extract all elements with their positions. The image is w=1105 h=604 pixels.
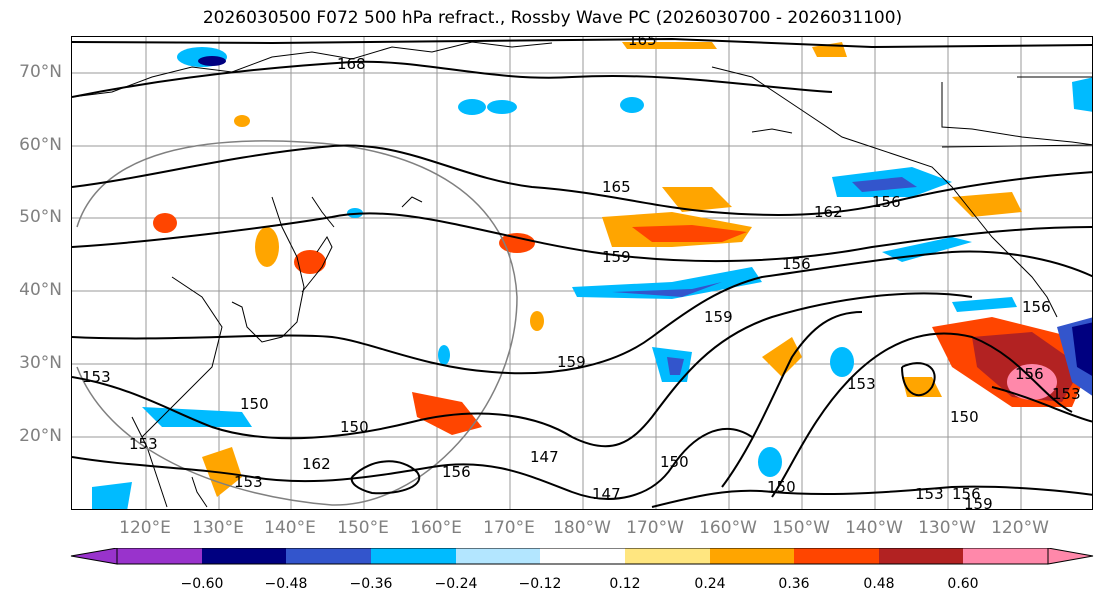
contour-labels: 165 168 165 162 156 159 156 159 159 150 … bbox=[82, 37, 1081, 510]
lon-label-170w: 170°W bbox=[626, 518, 684, 538]
lon-label-150w: 150°W bbox=[772, 518, 830, 538]
contour-label-165-mid: 165 bbox=[602, 178, 631, 196]
contour-label-153-c: 153 bbox=[847, 375, 876, 393]
colorbar-tick: −0.12 bbox=[518, 576, 562, 592]
lon-label-160w: 160°W bbox=[699, 518, 757, 538]
colorbar-tick: 0.36 bbox=[778, 576, 810, 592]
contour-label-159-a: 159 bbox=[602, 248, 631, 266]
contour-label-153-s: 153 bbox=[234, 473, 263, 491]
contour-label-153-w: 153 bbox=[82, 368, 111, 386]
contour-label-168: 168 bbox=[337, 55, 366, 73]
contour-label-159-b: 159 bbox=[704, 308, 733, 326]
contour-label-150-a: 150 bbox=[240, 395, 269, 413]
contour-label-147-b: 147 bbox=[592, 485, 621, 503]
lon-label-180w: 180°W bbox=[553, 518, 611, 538]
contour-label-156-e: 156 bbox=[1015, 365, 1044, 383]
map-panel: 165 168 165 162 156 159 156 159 159 150 … bbox=[71, 36, 1093, 510]
contour-label-150-c: 150 bbox=[660, 453, 689, 471]
contour-label-165-top: 165 bbox=[628, 37, 657, 49]
lon-label-120w: 120°W bbox=[991, 518, 1049, 538]
lon-label-140w: 140°W bbox=[845, 518, 903, 538]
contour-label-153-e: 153 bbox=[1052, 385, 1081, 403]
colorbar-tick: −0.24 bbox=[434, 576, 478, 592]
colorbar-min-extend bbox=[70, 548, 118, 565]
lon-label-150e: 150°E bbox=[337, 518, 389, 538]
lat-label-30n: 30°N bbox=[19, 353, 62, 373]
contour-label-153-se: 153 bbox=[915, 485, 944, 503]
lon-label-170e: 170°E bbox=[483, 518, 535, 538]
map-title: 2026030500 F072 500 hPa refract., Rossby… bbox=[202, 8, 903, 28]
contours bbox=[72, 37, 1092, 508]
colorbar-tick: −0.60 bbox=[180, 576, 224, 592]
colorbar bbox=[70, 548, 1094, 565]
lat-label-70n: 70°N bbox=[19, 62, 62, 82]
contour-label-156-se: 156 bbox=[952, 485, 981, 503]
contour-label-150-e: 150 bbox=[950, 408, 979, 426]
contour-label-159-c: 159 bbox=[557, 353, 586, 371]
map-svg: 165 168 165 162 156 159 156 159 159 150 … bbox=[72, 37, 1092, 510]
lat-label-20n: 20°N bbox=[19, 426, 62, 446]
lon-label-130e: 130°E bbox=[192, 518, 244, 538]
reference-circle bbox=[76, 140, 518, 506]
lat-label-40n: 40°N bbox=[19, 280, 62, 300]
contour-label-159-se: 159 bbox=[964, 495, 993, 510]
contour-label-156-s: 156 bbox=[442, 463, 471, 481]
shading-negative bbox=[92, 47, 1092, 509]
lat-label-60n: 60°N bbox=[19, 135, 62, 155]
lon-label-160e: 160°E bbox=[410, 518, 462, 538]
shading-positive bbox=[153, 42, 1092, 497]
colorbar-tick: 0.48 bbox=[863, 576, 895, 592]
lon-label-130w: 130°W bbox=[918, 518, 976, 538]
colorbar-tick: −0.36 bbox=[349, 576, 393, 592]
colorbar-tick: 0.60 bbox=[947, 576, 979, 592]
contour-label-156-ne: 156 bbox=[872, 193, 901, 211]
contour-label-153-sw: 153 bbox=[129, 435, 158, 453]
contour-label-156-ee: 156 bbox=[1022, 298, 1051, 316]
lat-label-50n: 50°N bbox=[19, 207, 62, 227]
colorbar-max-extend bbox=[1047, 548, 1094, 565]
lon-label-140e: 140°E bbox=[264, 518, 316, 538]
contour-label-162-s: 162 bbox=[302, 455, 331, 473]
graticule bbox=[72, 37, 1092, 509]
colorbar-tick: 0.24 bbox=[694, 576, 726, 592]
contour-label-162: 162 bbox=[814, 203, 843, 221]
contour-label-156-b: 156 bbox=[782, 255, 811, 273]
contour-label-150-b: 150 bbox=[340, 418, 369, 436]
colorbar-tick: 0.12 bbox=[609, 576, 641, 592]
lon-label-120e: 120°E bbox=[119, 518, 171, 538]
colorbar-tick: −0.48 bbox=[264, 576, 308, 592]
contour-label-150-s: 150 bbox=[767, 478, 796, 496]
contour-label-147-a: 147 bbox=[530, 448, 559, 466]
